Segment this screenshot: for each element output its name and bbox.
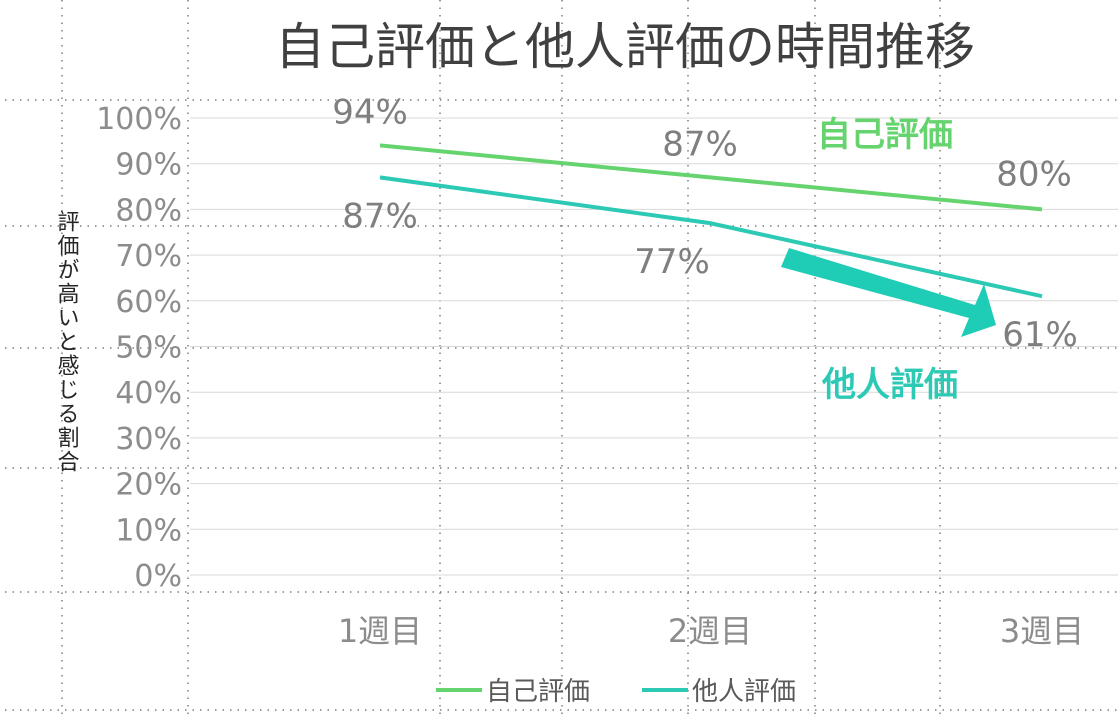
trend-arrow-icon (781, 248, 996, 337)
data-label: 94% (332, 92, 408, 132)
y-tick-label: 60% (115, 285, 182, 320)
y-tick-label: 80% (115, 193, 182, 228)
y-tick-label: 90% (115, 148, 182, 183)
series-lines (379, 143, 1043, 299)
legend-entry: 他人評価 (692, 677, 796, 707)
data-label: 77% (634, 242, 710, 282)
data-label: 87% (342, 196, 418, 236)
x-tick-label: 1週目 (338, 612, 422, 650)
y-tick-label: 70% (115, 239, 182, 274)
legend-entry: 自己評価 (486, 677, 590, 707)
legend: 自己評価 他人評価 (436, 677, 796, 707)
x-tick-label: 2週目 (668, 612, 752, 650)
y-tick-label: 30% (115, 422, 182, 457)
data-label: 61% (1002, 315, 1078, 355)
y-axis-ticks: 0% 10% 20% 30% 40% 50% 60% 70% 80% 90% 100% (96, 102, 182, 594)
data-labels: 94% 87% 80% 87% 77% 61% (332, 92, 1078, 355)
grid-lines (190, 117, 1118, 576)
series-label-self: 自己評価 (817, 115, 953, 155)
series-label-other: 他人評価 (821, 365, 958, 405)
y-axis-label: 評価が高いと感じる割合 (54, 210, 80, 474)
chart-title: 自己評価と他人評価の時間推移 (275, 18, 975, 76)
y-tick-label: 100% (96, 102, 182, 137)
data-label: 87% (662, 124, 738, 164)
series-line-self (379, 143, 1043, 212)
y-tick-label: 20% (115, 468, 182, 503)
y-tick-label: 40% (115, 376, 182, 411)
series-line-other (379, 175, 1043, 299)
y-tick-label: 50% (115, 331, 182, 366)
x-axis-ticks: 1週目 2週目 3週目 (338, 612, 1084, 650)
y-tick-label: 0% (134, 559, 182, 594)
x-tick-label: 3週目 (1000, 612, 1084, 650)
data-label: 80% (996, 154, 1072, 194)
y-tick-label: 10% (115, 513, 182, 548)
